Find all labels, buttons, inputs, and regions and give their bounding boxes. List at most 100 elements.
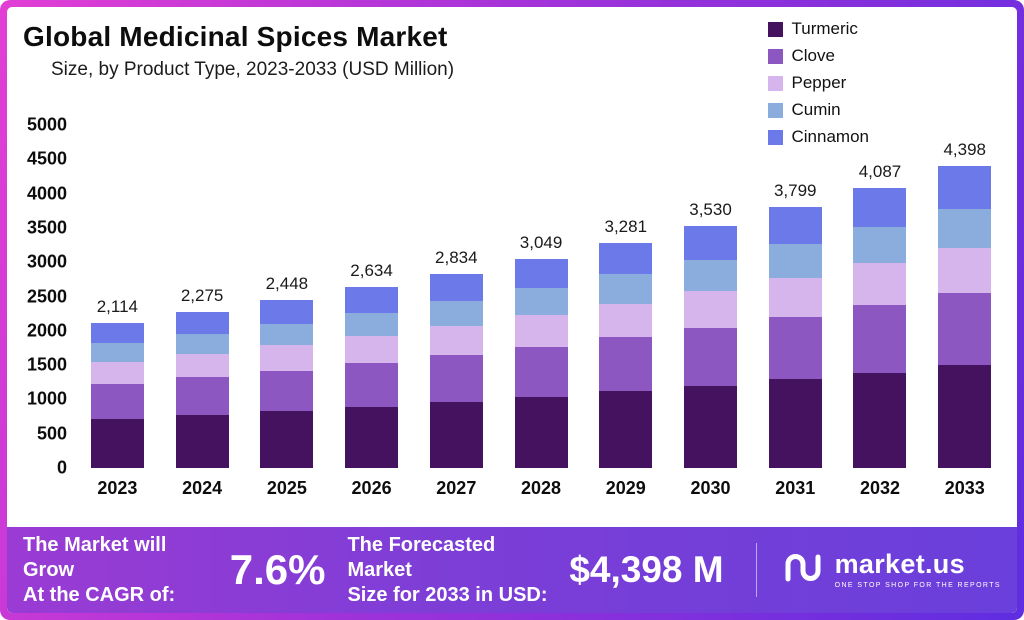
bar-segment-cinnamon <box>684 225 737 260</box>
brand-logo: market.us ONE STOP SHOP FOR THE REPORTS <box>742 543 1001 597</box>
bar-segment-pepper <box>175 354 229 378</box>
bar-group: 2,114 <box>75 297 160 468</box>
bar-segment-turmeric <box>90 418 144 468</box>
bar-group: 2,448 <box>244 274 329 468</box>
bar-segment-cumin <box>345 312 399 337</box>
bar-stack <box>429 273 483 468</box>
legend-item: Cumin <box>767 100 870 120</box>
marketus-icon <box>781 549 825 592</box>
bar-segment-pepper <box>684 291 737 328</box>
bar-segment-cumin <box>853 226 907 264</box>
y-tick-label: 1000 <box>26 388 67 409</box>
bar-total-label: 4,398 <box>943 140 986 160</box>
bar-segment-pepper <box>853 263 907 306</box>
bar-segment-cinnamon <box>853 187 907 227</box>
bar-group: 3,049 <box>499 233 584 468</box>
y-tick-label: 4500 <box>26 148 67 169</box>
y-tick-label: 3500 <box>26 217 67 238</box>
bar-group: 3,281 <box>583 217 668 468</box>
bar-segment-cinnamon <box>429 273 483 301</box>
bar-segment-clove <box>853 305 907 373</box>
bar-segment-cumin <box>514 288 568 316</box>
forecast-label: The Forecasted Market Size for 2033 in U… <box>347 533 557 608</box>
bar-segment-clove <box>175 377 229 415</box>
bar-total-label: 2,448 <box>265 274 309 294</box>
bar-group: 3,799 <box>753 181 838 468</box>
x-axis: 2023 2024 2025 2026 2027 2028 2029 2030 2031 2032… <box>75 478 1007 499</box>
bar-total-label: 2,634 <box>350 261 393 281</box>
y-tick-label: 3000 <box>26 251 67 272</box>
bar-total-label: 2,114 <box>96 297 138 317</box>
bar-segment-pepper <box>345 336 399 364</box>
turmeric-swatch <box>767 21 783 37</box>
bar-stack <box>260 300 314 468</box>
bar-total-label: 3,530 <box>689 199 732 219</box>
bar-segment-cumin <box>260 323 314 346</box>
bar-segment-cumin <box>90 343 144 363</box>
bar-group: 3,530 <box>668 200 753 468</box>
bar-segment-cinnamon <box>514 258 568 289</box>
bar-segment-clove <box>938 293 992 366</box>
x-axis-label: 2023 <box>97 478 138 498</box>
brand-text: market.us ONE STOP SHOP FOR THE REPORTS <box>834 551 1001 590</box>
y-axis: 0 500 1000 1500 2000 2500 3000 3500 4000 4500 5000 <box>17 115 75 478</box>
bar-segment-turmeric <box>853 372 907 468</box>
bar-segment-clove <box>684 327 737 386</box>
bar-segment-clove <box>768 316 822 380</box>
bar-stack <box>90 323 144 468</box>
bar-segment-clove <box>90 383 144 419</box>
x-axis-label: 2030 <box>690 478 731 498</box>
x-axis-label: 2029 <box>605 478 646 498</box>
bar-stack <box>938 166 992 468</box>
bar-segment-turmeric <box>345 406 399 468</box>
x-axis-label: 2025 <box>266 478 307 498</box>
bar-segment-pepper <box>599 303 653 338</box>
bar-segment-turmeric <box>938 365 992 468</box>
bar-segment-clove <box>345 363 399 407</box>
y-tick-label: 2000 <box>26 320 67 341</box>
bar-group: 4,087 <box>838 162 923 468</box>
x-axis-label: 2032 <box>859 478 900 498</box>
bar-segment-pepper <box>514 315 568 347</box>
x-axis-label: 2031 <box>775 478 816 498</box>
legend-label: Cumin <box>791 100 841 119</box>
x-axis-label: 2027 <box>436 478 477 498</box>
bar-total-label: 2,275 <box>180 285 224 305</box>
bar-segment-cinnamon <box>260 300 314 324</box>
bar-total-label: 3,799 <box>773 181 817 201</box>
footer-banner: The Market will Grow At the CAGR of: 7.6… <box>7 527 1017 613</box>
footer-divider <box>755 543 757 597</box>
bars-row: 2,114 2,275 2,448 2,634 2,834 3,049 3,281 3,530… <box>75 125 1007 468</box>
brand-tagline: ONE STOP SHOP FOR THE REPORTS <box>834 582 1001 589</box>
chart-card: Global Medicinal Spices Market Size, by … <box>7 7 1017 613</box>
bar-group: 2,634 <box>329 261 414 468</box>
bar-stack <box>175 311 229 468</box>
bar-segment-cumin <box>684 259 737 292</box>
legend-label: Turmeric <box>791 19 858 38</box>
bar-segment-turmeric <box>175 414 229 468</box>
bar-segment-cinnamon <box>175 311 229 334</box>
legend-item: Cinnamon <box>767 127 869 147</box>
bar-segment-cumin <box>768 243 822 278</box>
x-axis-label: 2028 <box>521 478 562 498</box>
x-axis-label: 2026 <box>351 478 392 498</box>
bar-segment-pepper <box>938 247 992 294</box>
bar-segment-turmeric <box>260 410 314 468</box>
chart-title: Global Medicinal Spices Market <box>23 21 448 52</box>
bar-total-label: 4,087 <box>858 161 902 181</box>
y-tick-label: 0 <box>56 457 67 478</box>
bar-segment-cumin <box>938 208 992 248</box>
bar-segment-turmeric <box>684 385 737 468</box>
header: Global Medicinal Spices Market Size, by … <box>23 21 454 81</box>
cagr-label: The Market will Grow At the CAGR of: <box>23 533 216 608</box>
bar-group: 4,398 <box>922 140 1007 468</box>
bar-total-label: 3,049 <box>519 232 563 252</box>
bar-segment-cinnamon <box>345 287 399 313</box>
bar-segment-clove <box>514 346 568 397</box>
bar-segment-cumin <box>175 333 229 355</box>
bar-segment-cinnamon <box>768 207 822 244</box>
y-tick-label: 5000 <box>26 114 67 135</box>
bar-segment-turmeric <box>599 391 653 468</box>
bar-segment-pepper <box>768 277 822 317</box>
chart-subtitle: Size, by Product Type, 2023-2033 (USD Mi… <box>51 59 455 80</box>
